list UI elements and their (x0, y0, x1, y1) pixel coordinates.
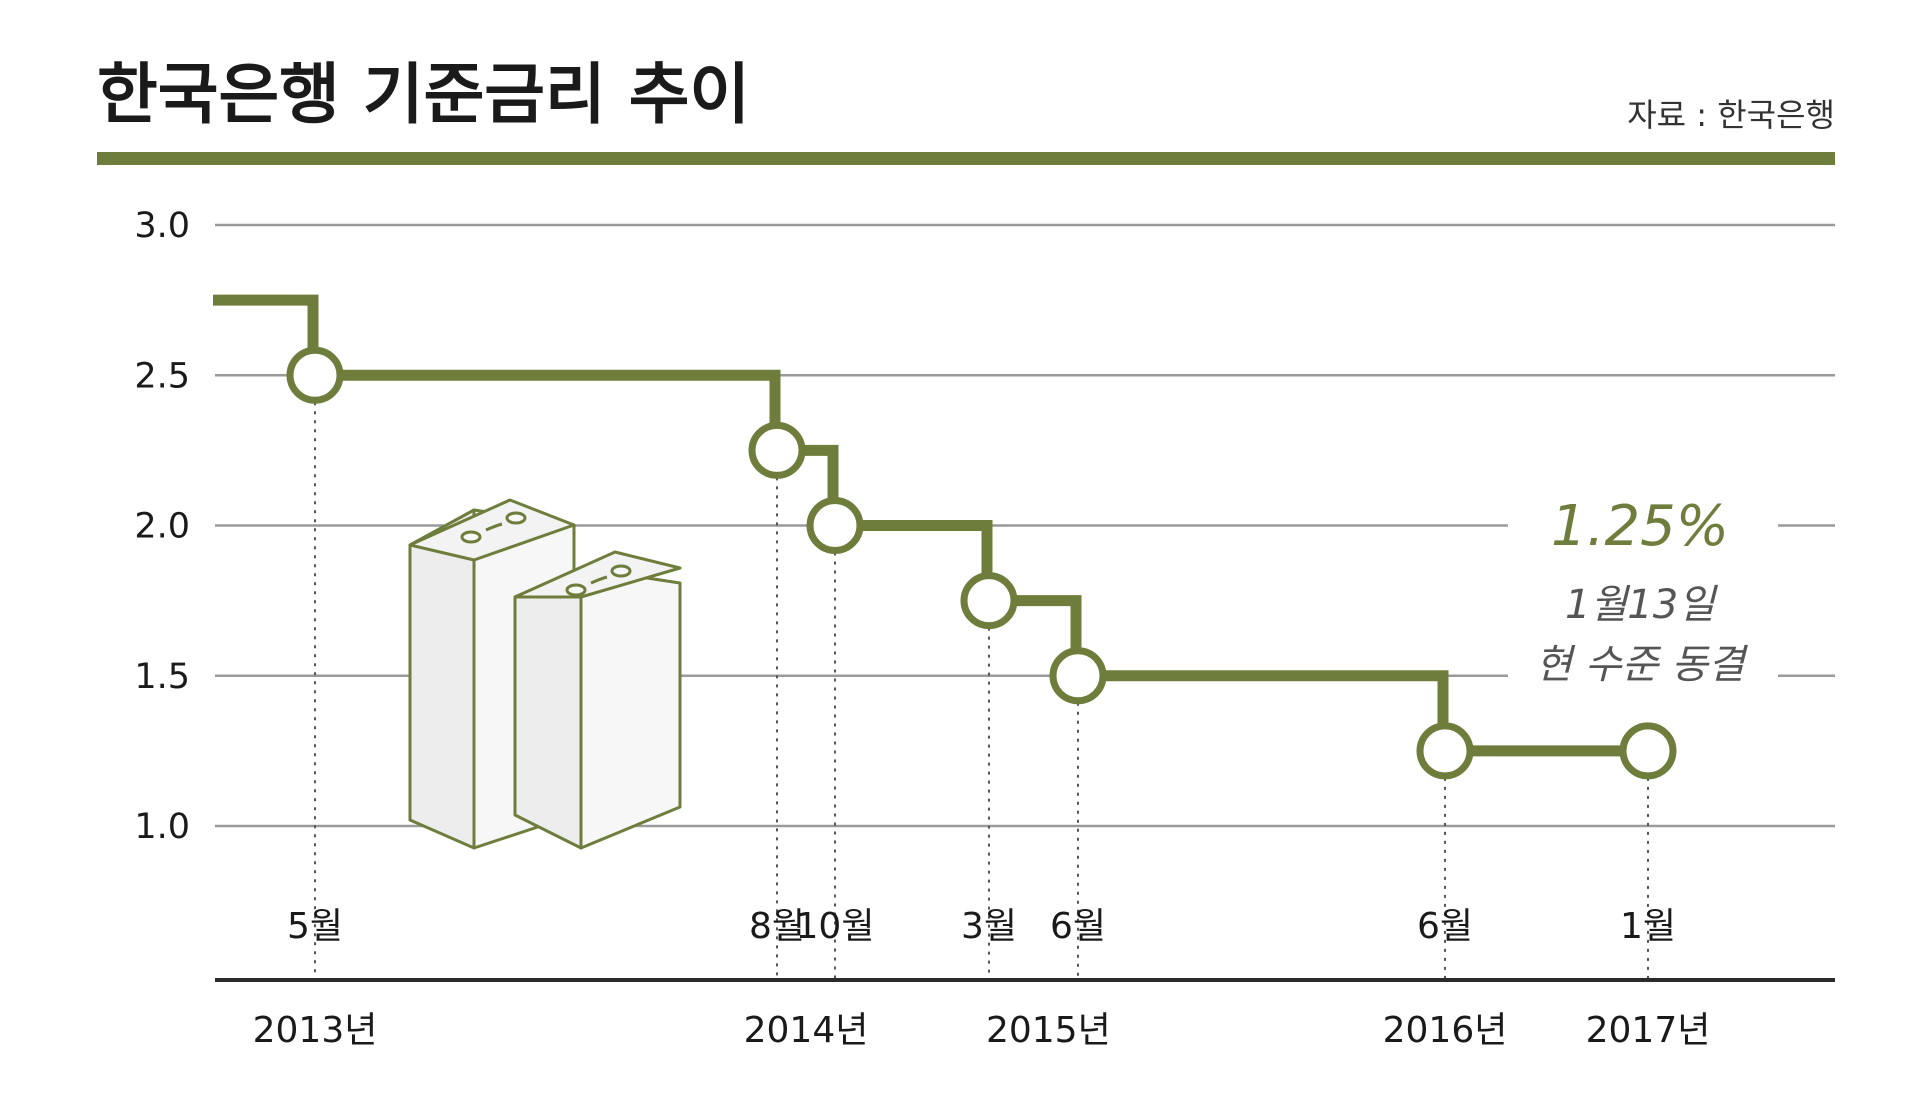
chart-source: 자료 : 한국은행 (1627, 96, 1835, 134)
y-tick-label: 2.0 (134, 507, 190, 547)
building-illustration (408, 498, 682, 850)
annotation-backdrop (1508, 480, 1778, 695)
annotation-value: 1.25% (1551, 494, 1729, 559)
chart-title: 한국은행 기준금리 추이 (97, 56, 750, 133)
month-label: 1월 (1620, 906, 1676, 947)
rate-point (748, 421, 806, 479)
rate-point (1416, 722, 1474, 780)
rate-point (1049, 647, 1107, 705)
y-tick-label: 1.5 (134, 657, 190, 697)
annotation-date: 1월13일 (1565, 582, 1718, 628)
month-label: 8월 (749, 906, 805, 947)
rate-point (286, 346, 344, 404)
month-label: 10월 (796, 906, 875, 947)
header-rule (97, 152, 1835, 165)
annotation-status: 현 수준 동결 (1535, 642, 1749, 688)
year-label: 2013년 (253, 1010, 378, 1051)
month-label: 5월 (287, 906, 343, 947)
y-axis-ticks: 3.0 2.5 2.0 1.5 1.0 (134, 206, 190, 847)
rate-point (1619, 722, 1677, 780)
month-label: 3월 (961, 906, 1017, 947)
year-labels: 2013년 2014년 2015년 2016년 2017년 (253, 1010, 1711, 1051)
year-label: 2015년 (986, 1010, 1111, 1051)
month-label: 6월 (1050, 906, 1106, 947)
rate-markers (286, 346, 1677, 780)
rate-point (960, 572, 1018, 630)
year-label: 2016년 (1383, 1010, 1508, 1051)
year-label: 2014년 (744, 1010, 869, 1051)
y-tick-label: 1.0 (134, 807, 190, 847)
month-label: 6월 (1417, 906, 1473, 947)
y-tick-label: 3.0 (134, 206, 190, 246)
rate-point (806, 497, 864, 554)
year-label: 2017년 (1586, 1010, 1711, 1051)
date-guide-lines (314, 375, 1649, 980)
y-tick-label: 2.5 (134, 356, 190, 396)
